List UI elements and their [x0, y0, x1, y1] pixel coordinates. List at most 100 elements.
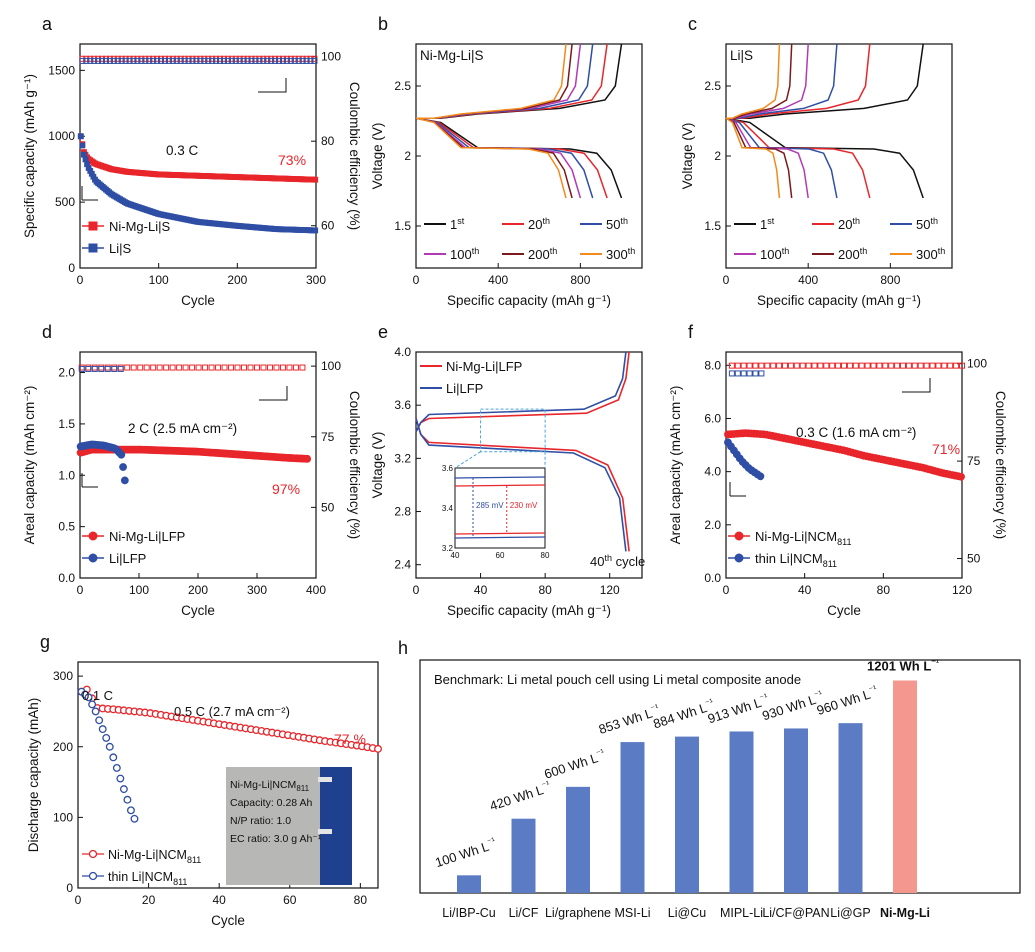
- axis-arrow-right: [258, 78, 287, 93]
- y-tick-label: 2.5: [394, 79, 411, 93]
- axis-arrow-left: [81, 186, 98, 201]
- bar: [784, 728, 808, 893]
- data-point: [102, 733, 111, 742]
- panel-a: 0 100 200 300 0 500 1000 1500 a Cycle Specific cap…: [22, 14, 362, 308]
- x-tick-label: 100: [149, 273, 169, 287]
- ce-point: [266, 364, 273, 371]
- data-point: [119, 463, 127, 471]
- ce-point: [114, 57, 121, 64]
- ce-point: [758, 362, 765, 369]
- ce-point: [248, 57, 255, 64]
- panel-title: Ni-Mg-Li|S: [420, 48, 484, 63]
- bar-category-label: Li/CF@PAN: [762, 906, 829, 920]
- panel-c: 0 400 800 1.5 2 2.5 c Specific capacity (mAh g⁻…: [680, 14, 953, 308]
- ce-point: [953, 362, 960, 369]
- x-tick-label: 120: [600, 583, 620, 597]
- ce-point: [143, 364, 150, 371]
- y-tick-label: 0: [66, 881, 73, 895]
- y-axis-label: Specific capacity (mAh g⁻¹): [22, 74, 37, 238]
- ce-point: [276, 57, 283, 64]
- x-tick-label: 400: [798, 273, 818, 287]
- ce-point: [169, 364, 176, 371]
- ce-point: [303, 57, 310, 64]
- panel-title: Li|S: [730, 48, 753, 63]
- ce-point: [118, 57, 125, 64]
- x-tick-label: 80: [877, 583, 891, 597]
- data-point: [374, 744, 382, 753]
- ce-point: [176, 364, 183, 371]
- ce-point: [947, 362, 954, 369]
- legend-label: 200th: [528, 246, 557, 262]
- ce-point: [142, 57, 149, 64]
- data-point: [91, 707, 100, 716]
- data-point: [130, 814, 139, 823]
- ce-point: [165, 57, 172, 64]
- x-axis-label: Specific capacity (mAh g⁻¹): [757, 293, 921, 308]
- ce-point: [829, 362, 836, 369]
- x-tick-label: 80: [354, 893, 368, 907]
- bar: [893, 680, 917, 893]
- y2-tick-label: 100: [321, 359, 341, 373]
- x-tick-label: 400: [306, 583, 326, 597]
- x-tick-label: 40: [798, 583, 812, 597]
- retention-annotation: 73%: [278, 152, 306, 168]
- ce-point: [905, 362, 912, 369]
- pouch-tab: [318, 777, 332, 782]
- bar-value-label: 100 Wh L⁻¹: [433, 835, 498, 870]
- x-tick-label: 40: [212, 893, 226, 907]
- y-tick-label: 300: [53, 669, 73, 683]
- data-point: [957, 472, 965, 481]
- ce-point: [150, 57, 157, 64]
- zoom-box: [480, 408, 546, 453]
- bar: [729, 731, 754, 893]
- y-tick-label: 1500: [48, 63, 75, 77]
- inset-tick-label: 60: [496, 551, 505, 560]
- ce-point: [900, 362, 906, 369]
- pouch-cell-photo: [226, 767, 320, 885]
- data-point: [109, 753, 118, 762]
- ce-point: [264, 57, 271, 64]
- ce-point: [154, 57, 161, 64]
- ce-point: [122, 57, 129, 64]
- y-tick-label: 100: [53, 810, 73, 824]
- y-tick-label: 1.5: [394, 219, 411, 233]
- ce-point: [173, 57, 180, 64]
- ce-point: [117, 364, 124, 371]
- data-point: [79, 142, 86, 149]
- ce-point: [161, 57, 168, 64]
- panel-g: 0 20 40 60 80 0 100 200 300 g Cycle Discharge capac…: [26, 632, 382, 928]
- inset-tick-label: 3.6: [442, 464, 454, 473]
- ce-point: [150, 364, 157, 371]
- ce-point: [126, 57, 133, 64]
- ce-point: [224, 57, 231, 64]
- y-tick-label: 1000: [48, 129, 75, 143]
- ce-point: [201, 57, 208, 64]
- ce-point: [787, 362, 794, 369]
- bar: [457, 875, 481, 893]
- retention-annotation: 97%: [272, 481, 300, 497]
- ce-point: [98, 365, 105, 372]
- data-point: [88, 700, 97, 709]
- legend-label: Ni-Mg-Li|NCM811: [108, 848, 201, 865]
- bar-category-label: Li/CF: [509, 906, 539, 920]
- charge-curve: [726, 43, 871, 119]
- ce-point: [182, 364, 189, 371]
- y-tick-label: 2: [404, 149, 411, 163]
- ce-point: [189, 57, 196, 64]
- panel-e: 0 40 80 120 2.4 2.8 3.2 3.6 4.0 e Specific capacit…: [370, 322, 645, 618]
- inset-frame: [454, 467, 546, 549]
- rate-annotation: 0.3 C: [166, 143, 199, 158]
- data-point: [312, 227, 319, 234]
- ce-point: [163, 364, 170, 371]
- y-axis-label: Voltage (V): [370, 123, 385, 190]
- x-tick-label: 400: [488, 273, 508, 287]
- x-tick-label: 300: [306, 273, 326, 287]
- plot-frame: [79, 351, 317, 579]
- ce-point: [823, 362, 830, 369]
- legend-label: 200th: [838, 246, 867, 262]
- panel-letter: g: [40, 632, 50, 652]
- legend-marker: [734, 531, 744, 541]
- ce-point: [177, 57, 184, 64]
- ce-point: [110, 57, 117, 64]
- axis-arrow-left: [81, 473, 98, 488]
